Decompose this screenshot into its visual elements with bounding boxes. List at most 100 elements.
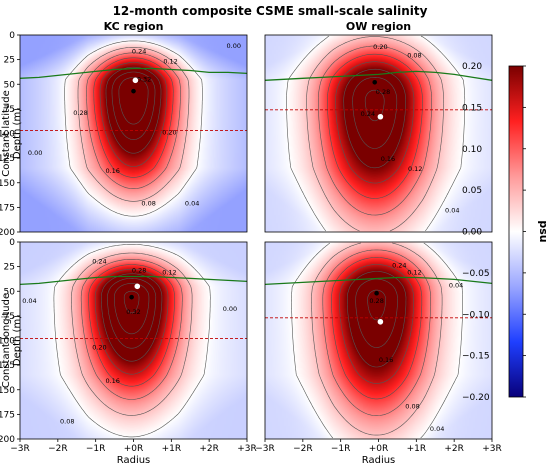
y-tick-label: 175 (0, 203, 15, 213)
contour-label: 0.12 (407, 269, 421, 277)
contour-label: 0.00 (227, 42, 241, 50)
contour-0.24 (111, 71, 156, 140)
contour-label: 0.04 (185, 199, 199, 207)
contour-0.12 (327, 53, 423, 199)
contour-label: 0.08 (141, 199, 155, 207)
contour-0.28 (118, 77, 149, 125)
marker-white (377, 318, 384, 325)
contour-label: 0.28 (132, 267, 146, 275)
panel-4: 0.240.12 0.28 0.04 0.16 0.08 0.04 −3R −2R −1R +0R… (255, 241, 502, 466)
colorbar-tick-label: −0.05 (462, 269, 490, 279)
contour-0.00 (53, 244, 211, 438)
contour-lines (53, 244, 211, 438)
contour-0.20 (343, 68, 406, 169)
y-tick-label: 0 (9, 238, 15, 248)
contour-0.08 (318, 45, 432, 216)
marker-white (132, 77, 139, 84)
contour-label: 0.32 (126, 308, 140, 316)
colorbar-tick-label: 0.20 (462, 62, 482, 72)
colorbar-tick-label: 0.15 (462, 103, 482, 113)
heatmap (20, 242, 247, 439)
contour-label: 0.12 (408, 165, 422, 173)
colorbar-tick-label: 0.00 (462, 228, 482, 238)
contour-label: 0.16 (379, 356, 393, 364)
contour-label: 0.16 (105, 167, 119, 175)
colorbar-gradient (508, 65, 524, 398)
contour-label: 0.32 (137, 75, 151, 83)
figure-title: 12-month composite CSME small-scale sali… (113, 4, 428, 18)
x-tick-label: +2R (199, 444, 219, 454)
y-tick-label: 125 (0, 154, 15, 164)
y-tick-label: 100 (0, 337, 15, 347)
marker-white (134, 283, 141, 290)
panel-title: KC region (104, 20, 164, 33)
contour-0.16 (99, 62, 168, 167)
contour-0.24 (352, 77, 398, 149)
contour-label: 0.28 (73, 109, 87, 117)
mixed-layer-line (264, 70, 493, 81)
x-tick-label: −1R (331, 444, 351, 454)
y-tick-label: 75 (4, 105, 15, 115)
colorbar-tick-label: 0.10 (462, 145, 482, 155)
mixed-layer-line (264, 276, 493, 286)
contour-label: 0.24 (92, 258, 106, 266)
contour-label: 0.16 (105, 377, 119, 385)
panel-frame (264, 34, 493, 233)
contour-0.08 (86, 52, 181, 189)
x-tick-label: −3R (255, 444, 275, 454)
contour-0.20 (105, 66, 162, 154)
contour-lines (64, 40, 203, 217)
contour-label: 0.24 (392, 262, 406, 270)
y-tick-label: 25 (4, 263, 15, 273)
contour-0.24 (107, 278, 157, 349)
x-tick-label: +3R (482, 444, 502, 454)
contour-label: 0.24 (361, 110, 375, 118)
panel-3: 0.24 0.28 0.12 0.04 0.32 0.00 0.20 0.16 0.08 0 25 5… (0, 238, 257, 466)
mixed-layer-line (19, 67, 248, 79)
contour-0.16 (335, 61, 415, 184)
contour-label: 0.00 (223, 305, 237, 313)
contour-0.08 (322, 249, 431, 416)
x-tick-label: +0R (124, 444, 144, 454)
x-tick-label: +1R (407, 444, 427, 454)
contour-0.04 (71, 252, 193, 416)
y-tick-label: 100 (0, 130, 15, 140)
contour-0.08 (80, 259, 183, 400)
y-tick-label: 200 (0, 435, 15, 445)
contour-label: 0.24 (132, 48, 146, 56)
colorbar-tick-label: −0.10 (462, 310, 490, 320)
contour-label: 0.08 (60, 417, 74, 425)
colorbar-tick-label: −0.20 (462, 393, 490, 403)
contour-label: 0.20 (373, 43, 387, 51)
contour-0.32 (123, 290, 140, 314)
x-tick-label: +1R (162, 444, 182, 454)
contour-label: 0.28 (369, 297, 383, 305)
mixed-layer-line (19, 275, 248, 286)
y-tick-label: 75 (4, 312, 15, 322)
contour-0.28 (367, 289, 386, 321)
y-tick-label: 50 (4, 80, 16, 90)
contour-label: 0.20 (92, 343, 106, 351)
x-tick-label: +2R (444, 444, 464, 454)
x-tick-label: −3R (10, 444, 30, 454)
contour-label: 0.04 (22, 297, 36, 305)
heatmap (20, 35, 247, 232)
contour-0.12 (331, 257, 423, 400)
y-tick-label: 150 (0, 386, 15, 396)
contour-label: 0.16 (381, 155, 395, 163)
y-tick-label: 150 (0, 179, 15, 189)
contour-0.04 (77, 47, 190, 202)
contour-0.20 (347, 271, 407, 368)
colorbar-label: psu (537, 220, 550, 242)
panel-title: OW region (346, 20, 411, 33)
marker-black (372, 79, 378, 85)
contour-0.28 (114, 283, 150, 335)
contour-label: 0.28 (376, 88, 390, 96)
contour-label: 0.20 (162, 129, 176, 137)
contour-label: 0.04 (449, 281, 463, 289)
x-tick-label: +0R (369, 444, 389, 454)
contour-lines (291, 242, 463, 439)
colorbar: 0.20 0.15 0.10 0.05 0.00 −0.05 −0.10 −0.15 −0.20… (462, 62, 550, 403)
y-tick-label: 25 (4, 56, 15, 66)
